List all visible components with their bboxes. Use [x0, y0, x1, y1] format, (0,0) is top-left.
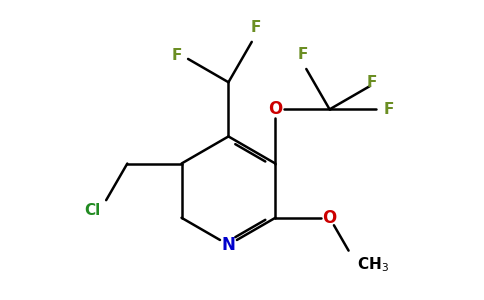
- Text: N: N: [222, 236, 235, 254]
- Text: F: F: [366, 75, 377, 90]
- Text: CH$_3$: CH$_3$: [357, 255, 389, 274]
- Text: O: O: [268, 100, 283, 118]
- Text: O: O: [322, 209, 337, 227]
- Text: F: F: [297, 47, 308, 62]
- Text: F: F: [384, 102, 394, 117]
- Text: Cl: Cl: [84, 203, 100, 218]
- Text: F: F: [171, 48, 182, 63]
- Text: F: F: [250, 20, 261, 35]
